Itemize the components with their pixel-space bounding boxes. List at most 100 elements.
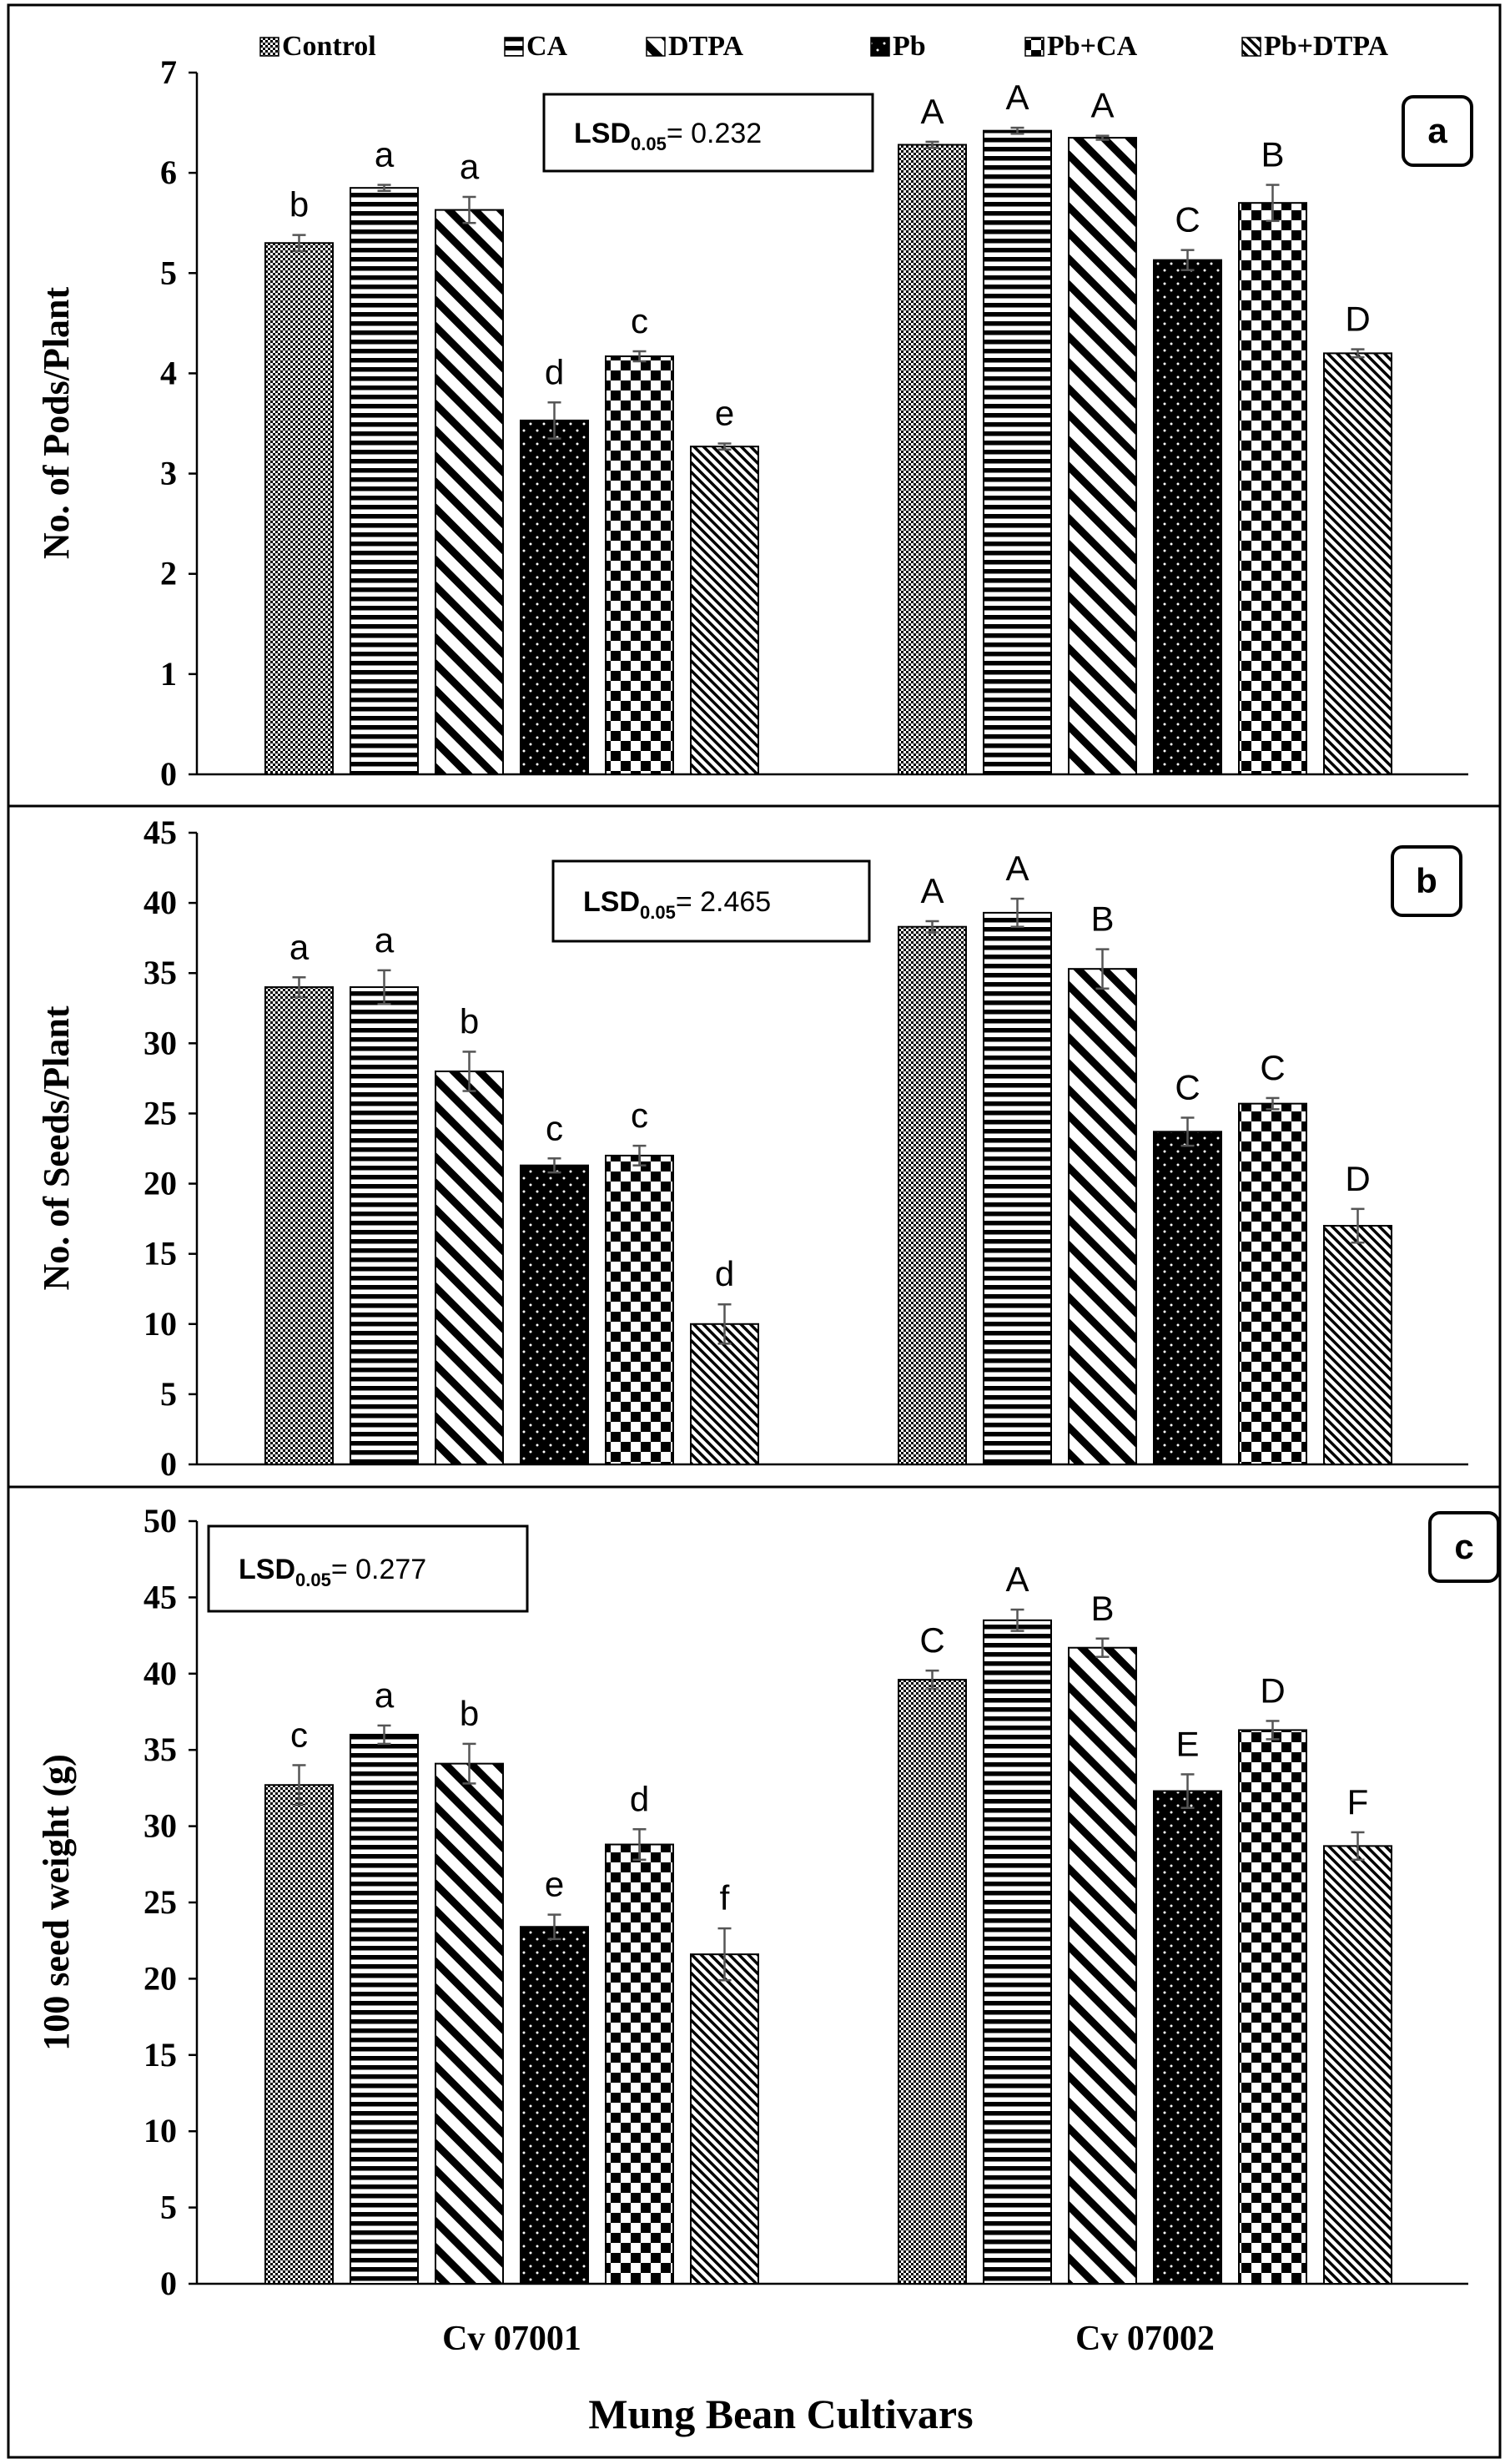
x-tick-label: Cv 07002 bbox=[1075, 2320, 1215, 2358]
y-tick-label: 45 bbox=[143, 1578, 177, 1615]
bar bbox=[1068, 968, 1137, 1465]
y-axis-title: No. of Pods/Plant bbox=[36, 286, 77, 559]
legend-label: Pb bbox=[893, 31, 926, 62]
lsd-value: = 0.232 bbox=[667, 118, 762, 149]
y-tick-label: 30 bbox=[143, 1807, 177, 1845]
lsd-value: = 0.277 bbox=[331, 1554, 426, 1585]
panel-c: 0 5 10 15 20 25 30 35 40 45 50 100 seed weight (g) c… bbox=[7, 1485, 1502, 2459]
legend-swatch bbox=[1241, 37, 1261, 57]
significance-letter: A bbox=[1005, 78, 1029, 117]
y-tick-label: 15 bbox=[143, 2036, 177, 2073]
panel-frame bbox=[7, 1485, 1502, 2459]
bar bbox=[435, 209, 504, 776]
bar bbox=[898, 1679, 967, 2285]
significance-letter: c bbox=[546, 1108, 563, 1147]
lsd-label: LSD bbox=[583, 886, 640, 918]
panel-badge: b bbox=[1391, 845, 1462, 917]
y-tick-label: 20 bbox=[143, 1959, 177, 1997]
x-tick-label: Cv 07001 bbox=[442, 2320, 581, 2358]
y-tick-label: 3 bbox=[160, 455, 177, 492]
y-tick-label: 4 bbox=[160, 354, 177, 391]
panel-b: 0 5 10 15 20 25 30 35 40 45 No. of Seeds/Plant a Aa A… bbox=[7, 804, 1502, 1489]
significance-letter: b bbox=[460, 1694, 479, 1733]
significance-letter: c bbox=[290, 1715, 308, 1754]
bar bbox=[1323, 352, 1392, 775]
legend-label: Pb+DTPA bbox=[1264, 31, 1389, 62]
bar bbox=[1153, 259, 1222, 776]
y-tick-label: 35 bbox=[143, 1731, 177, 1768]
y-tick-label: 10 bbox=[143, 1305, 177, 1343]
legend-item: Pb+DTPA bbox=[1241, 31, 1389, 62]
bar bbox=[983, 1619, 1052, 2285]
bar bbox=[1238, 202, 1307, 775]
lsd-subscript: 0.05 bbox=[640, 902, 676, 923]
legend-label: DTPA bbox=[668, 31, 743, 62]
bar bbox=[690, 446, 759, 776]
significance-letter: C bbox=[1260, 1048, 1285, 1087]
bar bbox=[520, 419, 589, 775]
y-tick-label: 5 bbox=[160, 254, 177, 291]
bar bbox=[690, 1953, 759, 2285]
y-tick-label: 45 bbox=[143, 814, 177, 851]
significance-letter: A bbox=[1090, 86, 1114, 125]
significance-letter: C bbox=[1175, 1067, 1200, 1106]
panel-badge: c bbox=[1428, 1511, 1500, 1583]
y-tick-label: 25 bbox=[143, 1094, 177, 1131]
bar bbox=[1238, 1729, 1307, 2285]
significance-letter: D bbox=[1260, 1670, 1285, 1710]
shared-x-axis: Cv 07001 Cv 07002 Mung Bean Cultivars bbox=[442, 2320, 1215, 2437]
significance-letter: A bbox=[1005, 849, 1029, 888]
y-tick-label: 6 bbox=[160, 154, 177, 191]
bar bbox=[350, 986, 419, 1465]
lsd-text: LSD0.05= 0.277 bbox=[239, 1554, 426, 1590]
significance-letter: d bbox=[715, 1254, 734, 1293]
significance-letter: a bbox=[375, 135, 395, 174]
legend-item: Pb+CA bbox=[1024, 31, 1138, 62]
bar bbox=[350, 1733, 419, 2285]
significance-letter: A bbox=[1005, 1560, 1029, 1599]
bar bbox=[605, 1154, 674, 1466]
bar bbox=[1238, 1102, 1307, 1466]
significance-letter: D bbox=[1345, 300, 1370, 339]
y-tick-label: 30 bbox=[143, 1024, 177, 1061]
panel-letter: c bbox=[1454, 1527, 1473, 1566]
bar bbox=[520, 1164, 589, 1465]
bar bbox=[1153, 1790, 1222, 2285]
legend-swatch bbox=[646, 37, 666, 57]
legend-label: Pb+CA bbox=[1047, 31, 1138, 62]
y-tick-label: 0 bbox=[160, 1445, 177, 1483]
bar bbox=[264, 986, 334, 1465]
significance-letter: A bbox=[920, 92, 944, 131]
lsd-box: LSD0.05= 2.465 bbox=[551, 859, 871, 943]
x-axis-title: Mung Bean Cultivars bbox=[588, 2391, 973, 2437]
legend-label: Control bbox=[282, 31, 376, 62]
lsd-subscript: 0.05 bbox=[295, 1570, 331, 1590]
significance-letter: B bbox=[1090, 1589, 1114, 1628]
bar bbox=[605, 1843, 674, 2285]
significance-letter: a bbox=[289, 927, 310, 966]
y-tick-label: 25 bbox=[143, 1883, 177, 1921]
significance-letter: A bbox=[920, 871, 944, 910]
bar bbox=[435, 1070, 504, 1465]
bar bbox=[264, 1784, 334, 2285]
y-tick-label: 15 bbox=[143, 1235, 177, 1272]
significance-letter: c bbox=[631, 1096, 648, 1135]
significance-letter: e bbox=[545, 1865, 564, 1904]
lsd-text: LSD0.05= 2.465 bbox=[583, 886, 771, 923]
bar bbox=[1323, 1225, 1392, 1465]
significance-letter: E bbox=[1175, 1724, 1199, 1763]
bar bbox=[690, 1323, 759, 1466]
bar bbox=[1068, 137, 1137, 776]
legend-swatch bbox=[870, 37, 890, 57]
y-tick-label: 0 bbox=[160, 2265, 177, 2302]
panel-badge: a bbox=[1402, 95, 1473, 167]
significance-letter: f bbox=[720, 1878, 730, 1917]
legend-swatch bbox=[259, 37, 279, 57]
y-tick-label: 10 bbox=[143, 2112, 177, 2149]
y-tick-label: 7 bbox=[160, 53, 177, 91]
y-tick-label: 50 bbox=[143, 1502, 177, 1539]
y-tick-label: 40 bbox=[143, 884, 177, 921]
bar bbox=[1153, 1131, 1222, 1466]
